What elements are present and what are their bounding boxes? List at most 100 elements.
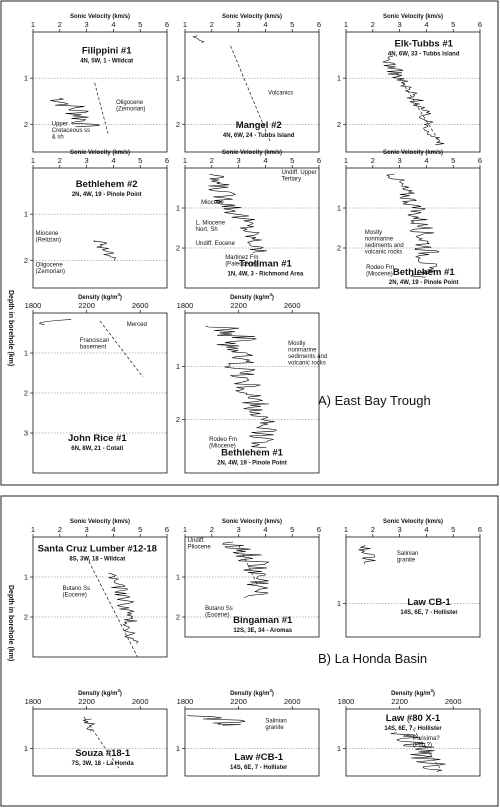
section-a-label: A) East Bay Trough xyxy=(318,393,431,408)
x-tick-label: 6 xyxy=(478,20,482,29)
well-title: John Rice #1 xyxy=(68,433,127,444)
x-tick-label: 1800 xyxy=(338,697,355,706)
well-title: Trollman #1 xyxy=(239,258,293,269)
depth-tick-label: 3 xyxy=(24,429,28,438)
log-trace xyxy=(385,173,440,278)
trend-line xyxy=(86,556,138,658)
x-tick-label: 3 xyxy=(237,156,241,165)
depth-tick-label: 1 xyxy=(24,744,28,753)
x-tick-label: 6 xyxy=(317,525,321,534)
panel-bethlehem1d: Density (kg/m3) 1800 2200 2600 1 2 Mostly nonma… xyxy=(176,292,327,474)
depth-tick-label: 2 xyxy=(176,244,180,253)
x-tick-label: 2 xyxy=(371,20,375,29)
depth-tick-label: 2 xyxy=(24,613,28,622)
depth-tick-label: 1 xyxy=(24,573,28,582)
x-tick-label: 6 xyxy=(317,20,321,29)
well-location: 4N, 5W, 1 - Wildcat xyxy=(80,59,133,65)
annotation: Mostly nonmarine sediments and volcanic roc… xyxy=(365,230,404,256)
axis-title: Sonic Velocity (km/s) xyxy=(222,14,282,20)
well-location: 14S, 6E, 7 - Hollister xyxy=(230,765,288,771)
panel-frame xyxy=(345,31,481,153)
panel-frame xyxy=(32,167,168,289)
x-tick-label: 2600 xyxy=(284,301,301,310)
well-title: Mangel #2 xyxy=(236,120,282,131)
annotation: Mostly nonmarine sediments and volcanic roc… xyxy=(288,341,327,367)
x-tick-label: 2200 xyxy=(78,697,95,706)
depth-tick-label: 1 xyxy=(337,204,341,213)
log-trace xyxy=(208,173,267,254)
depth-tick-label: 2 xyxy=(176,415,180,424)
trend-line xyxy=(83,716,120,769)
annotation: L. Miocene Nort. Sh xyxy=(196,220,226,233)
panel-bethlehem1s: Sonic Velocity (km/s) 1 2 3 4 5 6 1 2 Mostly nonma… xyxy=(337,150,482,289)
log-trace xyxy=(82,718,96,732)
annotation: Oligocene (Zemorian) xyxy=(116,100,145,113)
x-tick-label: 5 xyxy=(290,525,294,534)
well-location: 7S, 3W, 18 - La Honda xyxy=(72,761,135,767)
panel-mangel: Sonic Velocity (km/s) 1 2 3 4 5 6 1 2 Volcanics Ma… xyxy=(176,14,321,153)
x-tick-label: 3 xyxy=(398,525,402,534)
annotation: Miocene (Relizian) xyxy=(36,231,61,244)
x-tick-label: 5 xyxy=(138,20,142,29)
x-tick-label: 2200 xyxy=(230,697,247,706)
depth-tick-label: 1 xyxy=(176,204,180,213)
trend-line xyxy=(396,73,438,139)
depth-tick-label: 2 xyxy=(24,256,28,265)
annotation: Purisima? (Plio.?) xyxy=(413,736,440,749)
depth-tick-label: 1 xyxy=(176,744,180,753)
annotation: Salinian granite xyxy=(397,551,418,564)
well-location: 2N, 4W, 19 - Pinole Point xyxy=(389,280,459,286)
x-tick-label: 2 xyxy=(371,525,375,534)
axis-title: Sonic Velocity (km/s) xyxy=(383,519,443,525)
well-location: 8S, 3W, 18 - Wildcat xyxy=(69,556,125,562)
well-title: Bingaman #1 xyxy=(233,615,293,626)
x-tick-label: 1 xyxy=(31,156,35,165)
log-trace xyxy=(358,544,376,564)
depth-tick-label: 2 xyxy=(337,244,341,253)
x-tick-label: 3 xyxy=(398,156,402,165)
axis-title: Density (kg/m3) xyxy=(391,688,435,697)
annotation: Martinez Fm (Paleocene) xyxy=(225,255,258,268)
panel-souza: Density (kg/m3) 1800 2200 2600 1 Souza #18-1 7… xyxy=(24,688,168,777)
x-tick-label: 2 xyxy=(210,20,214,29)
x-tick-label: 4 xyxy=(424,525,428,534)
panel-lawcb1s: Sonic Velocity (km/s) 1 2 3 4 5 6 1 Salinian gran… xyxy=(337,519,482,638)
section-b-frame xyxy=(0,495,499,807)
x-tick-label: 6 xyxy=(165,156,169,165)
panel-frame xyxy=(32,708,168,777)
x-tick-label: 6 xyxy=(478,156,482,165)
depth-tick-label: 1 xyxy=(176,573,180,582)
well-location: 4N, 6W, 24 - Tubbs Island xyxy=(223,133,295,139)
x-tick-label: 3 xyxy=(237,525,241,534)
well-location: 14S, 6E, 7 - Hollister xyxy=(384,726,442,732)
x-tick-label: 2200 xyxy=(78,301,95,310)
annotation: Salinian granite xyxy=(265,718,286,731)
depth-tick-label: 2 xyxy=(24,120,28,129)
well-title: Law CB-1 xyxy=(407,597,451,608)
x-tick-label: 2600 xyxy=(132,301,149,310)
depth-tick-label: 2 xyxy=(337,120,341,129)
x-tick-label: 1800 xyxy=(177,697,194,706)
x-tick-label: 4 xyxy=(424,20,428,29)
x-tick-label: 1 xyxy=(183,20,187,29)
axis-title: Sonic Velocity (km/s) xyxy=(70,14,130,20)
well-location: 1N, 4W, 3 - Richmond Area xyxy=(228,271,304,277)
axis-title: Sonic Velocity (km/s) xyxy=(70,150,130,156)
depth-tick-label: 1 xyxy=(337,599,341,608)
section-a-frame xyxy=(0,0,499,486)
axis-title: Density (kg/m3) xyxy=(78,292,122,301)
trend-line xyxy=(230,45,272,143)
panel-bingaman: Sonic Velocity (km/s) 1 2 3 4 5 6 1 2 Undiff. Plio… xyxy=(176,519,321,638)
x-tick-label: 3 xyxy=(398,20,402,29)
x-tick-label: 2200 xyxy=(230,301,247,310)
well-title: Bethlehem #2 xyxy=(76,179,138,190)
log-trace xyxy=(93,239,117,261)
trend-line xyxy=(94,82,109,134)
well-location: 6N, 8W, 21 - Cotati xyxy=(71,446,123,452)
panel-frame xyxy=(32,31,168,153)
log-trace xyxy=(222,541,270,599)
x-tick-label: 3 xyxy=(85,20,89,29)
log-trace xyxy=(50,97,100,128)
annotation: Merced xyxy=(127,322,147,328)
